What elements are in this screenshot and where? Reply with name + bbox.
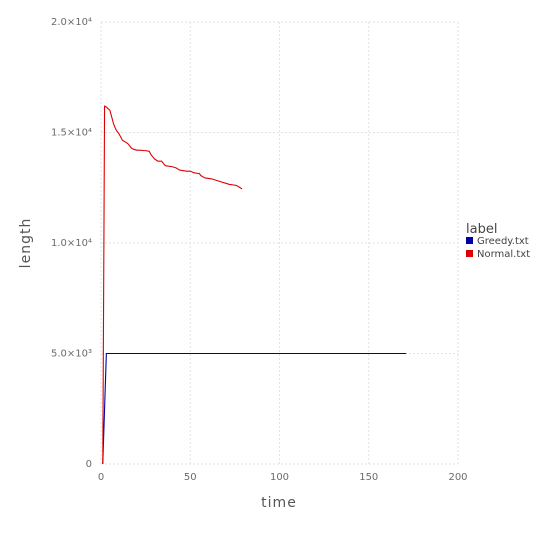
x-tick-labels: 0 50 100 150 200 [98, 472, 468, 483]
legend-label: Greedy.txt [477, 236, 529, 247]
series-line-greedy-txt [102, 352, 407, 465]
y-tick-label: 1.5×10⁴ [51, 128, 92, 139]
legend: label Greedy.txt Normal.txt [466, 222, 530, 260]
series-group [102, 105, 407, 465]
legend-swatch [466, 237, 473, 244]
x-tick-label: 0 [98, 472, 104, 483]
y-tick-label: 0 [86, 459, 92, 470]
legend-label: Normal.txt [477, 249, 530, 260]
grid [100, 21, 459, 465]
x-tick-label: 100 [270, 472, 289, 483]
y-axis-title: length [18, 218, 34, 269]
legend-title: label [466, 222, 497, 237]
series-line-normal-txt [102, 105, 243, 465]
y-tick-label: 2.0×10⁴ [51, 17, 92, 28]
y-tick-label: 1.0×10⁴ [51, 238, 92, 249]
y-tick-labels: 0 5.0×10³ 1.0×10⁴ 1.5×10⁴ 2.0×10⁴ [51, 17, 92, 470]
legend-swatch [466, 250, 473, 257]
x-tick-label: 200 [448, 472, 467, 483]
y-tick-label: 5.0×10³ [51, 349, 92, 360]
x-axis-title: time [261, 495, 297, 511]
x-tick-label: 150 [359, 472, 378, 483]
x-tick-label: 50 [184, 472, 197, 483]
